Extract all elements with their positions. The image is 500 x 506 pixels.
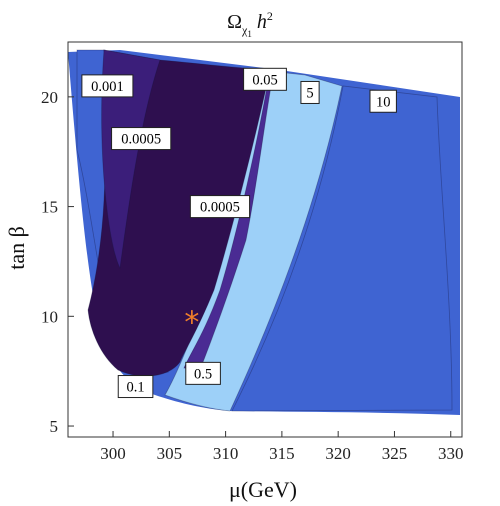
benchmark-star-icon: * bbox=[184, 306, 199, 341]
svg-text:0.05: 0.05 bbox=[252, 72, 277, 88]
title-chi-index: 1 bbox=[247, 29, 252, 39]
x-tick-label: 305 bbox=[157, 444, 183, 463]
contour-labels: 0.001 0.0005 0.0005 0.05 5 10 0.1 0.5 bbox=[81, 67, 397, 399]
contour-label: 0.1 bbox=[117, 375, 154, 399]
plot-border bbox=[67, 41, 463, 438]
contour-label: 0.0005 bbox=[189, 195, 251, 219]
x-tick-label: 300 bbox=[100, 444, 126, 463]
y-axis-title: tan β bbox=[4, 226, 29, 270]
y-tick-label: 15 bbox=[41, 198, 58, 217]
y-tick-label: 10 bbox=[41, 307, 58, 326]
x-tick-label: 320 bbox=[325, 444, 351, 463]
benchmark-marker: * bbox=[184, 306, 199, 341]
axis-ticks: 300 305 310 315 320 325 330 5 10 15 20 bbox=[41, 88, 463, 463]
svg-text:0.1: 0.1 bbox=[126, 380, 144, 396]
contour-regions bbox=[68, 49, 460, 415]
title-power: 2 bbox=[267, 9, 273, 23]
region-2-shape bbox=[101, 49, 161, 270]
svg-text:0.0005: 0.0005 bbox=[121, 132, 161, 148]
contour-label: 0.001 bbox=[81, 74, 134, 98]
plot-frame bbox=[67, 41, 463, 438]
svg-text:0.001: 0.001 bbox=[91, 79, 124, 95]
svg-text:0.0005: 0.0005 bbox=[200, 200, 240, 216]
title-omega: Ω bbox=[227, 11, 242, 33]
svg-text:10: 10 bbox=[376, 94, 391, 110]
contour-label: 10 bbox=[369, 89, 397, 113]
svg-text:5: 5 bbox=[306, 85, 313, 101]
contour-label: 0.05 bbox=[243, 67, 287, 91]
plot-title: Ωχ1 h2 bbox=[227, 9, 273, 39]
contour-label: 5 bbox=[300, 80, 320, 104]
svg-text:Ωχ1 h2: Ωχ1 h2 bbox=[227, 9, 273, 39]
x-axis-title: μ(GeV) bbox=[229, 477, 297, 502]
y-tick-label: 20 bbox=[41, 88, 58, 107]
contour-label: 0.0005 bbox=[111, 127, 172, 151]
y-tick-label: 5 bbox=[50, 417, 59, 436]
x-tick-label: 330 bbox=[438, 444, 464, 463]
region-1-shape bbox=[231, 85, 453, 412]
contour-label: 0.5 bbox=[185, 361, 221, 385]
x-tick-label: 325 bbox=[382, 444, 408, 463]
x-tick-label: 315 bbox=[269, 444, 295, 463]
title-chi: χ bbox=[241, 23, 248, 37]
svg-text:0.5: 0.5 bbox=[194, 366, 212, 382]
title-h: h bbox=[257, 11, 267, 33]
x-tick-label: 310 bbox=[213, 444, 239, 463]
